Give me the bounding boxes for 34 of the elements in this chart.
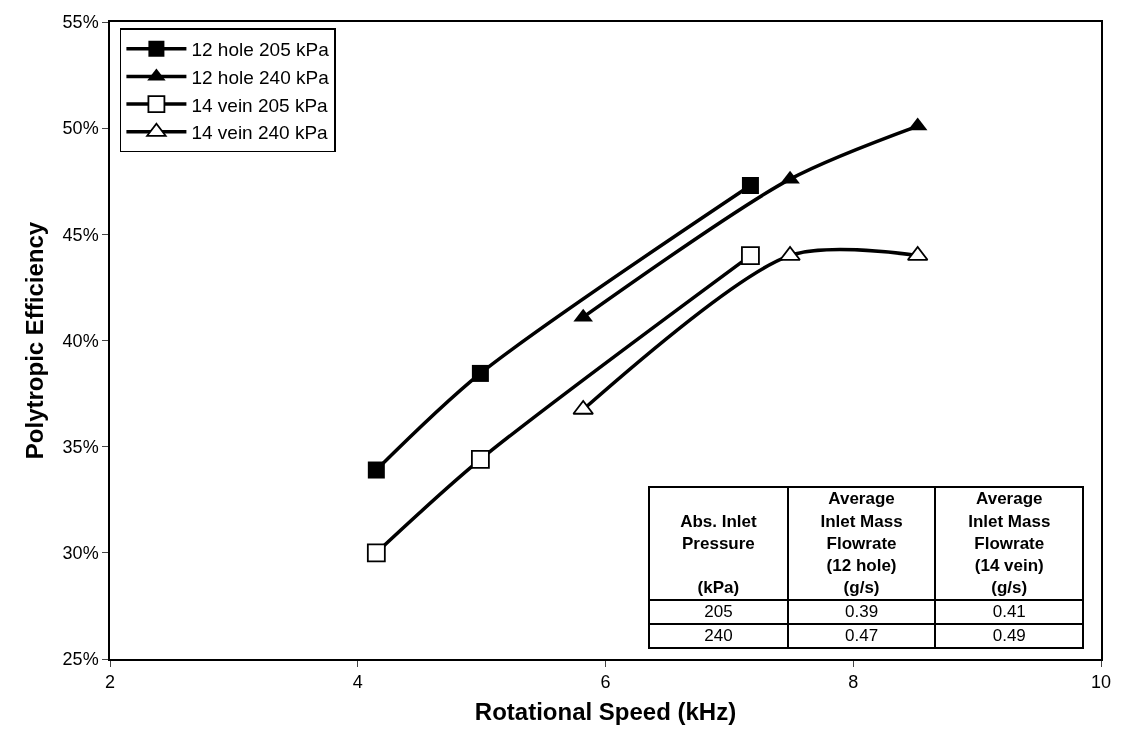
- y-tick-label: 25%: [62, 649, 99, 670]
- legend-label: 14 vein 205 kPa: [191, 94, 329, 116]
- legend-label: 14 vein 240 kPa: [191, 122, 329, 144]
- point: [741, 246, 760, 265]
- annotation: 205: [649, 599, 788, 624]
- y-tick-label: 35%: [62, 436, 99, 457]
- x-tick-label: 4: [352, 672, 363, 693]
- annotation: 0.39: [787, 599, 936, 624]
- annotation: Average Inlet Mass Flowrate (12 hole) (g/s): [787, 487, 936, 600]
- text: Abs. Inlet Pressure (kPa): [680, 511, 757, 597]
- annotation: Average Inlet Mass Flowrate (14 vein) (g/s): [935, 487, 1084, 600]
- y-tick-label: 50%: [62, 118, 99, 139]
- point: [780, 170, 800, 184]
- y-axis-title: Polytropic Efficiency: [21, 221, 49, 460]
- x-tick-label: 6: [600, 672, 611, 693]
- y-tick-label: 30%: [62, 543, 99, 564]
- point: [471, 364, 489, 382]
- x-tick-label: 10: [1090, 672, 1112, 693]
- x-tick-label: 8: [848, 672, 859, 693]
- point: [470, 450, 490, 469]
- annotation: 0.47: [787, 624, 936, 649]
- annotation: 0.49: [935, 624, 1084, 649]
- x-axis-title: Rotational Speed (kHz): [474, 698, 737, 726]
- point: [366, 543, 386, 563]
- point: [741, 177, 759, 194]
- annotation: 240: [649, 624, 788, 649]
- legend-label: 12 hole 240 kPa: [191, 66, 330, 88]
- y-tick-label: 45%: [62, 224, 99, 245]
- y-tick-label: 55%: [62, 12, 99, 33]
- legend-label: 12 hole 205 kPa: [191, 39, 330, 61]
- point: [367, 461, 385, 479]
- annotation: 0.41: [935, 599, 1084, 624]
- y-tick-label: 40%: [62, 330, 99, 351]
- x-tick-label: 2: [104, 672, 116, 693]
